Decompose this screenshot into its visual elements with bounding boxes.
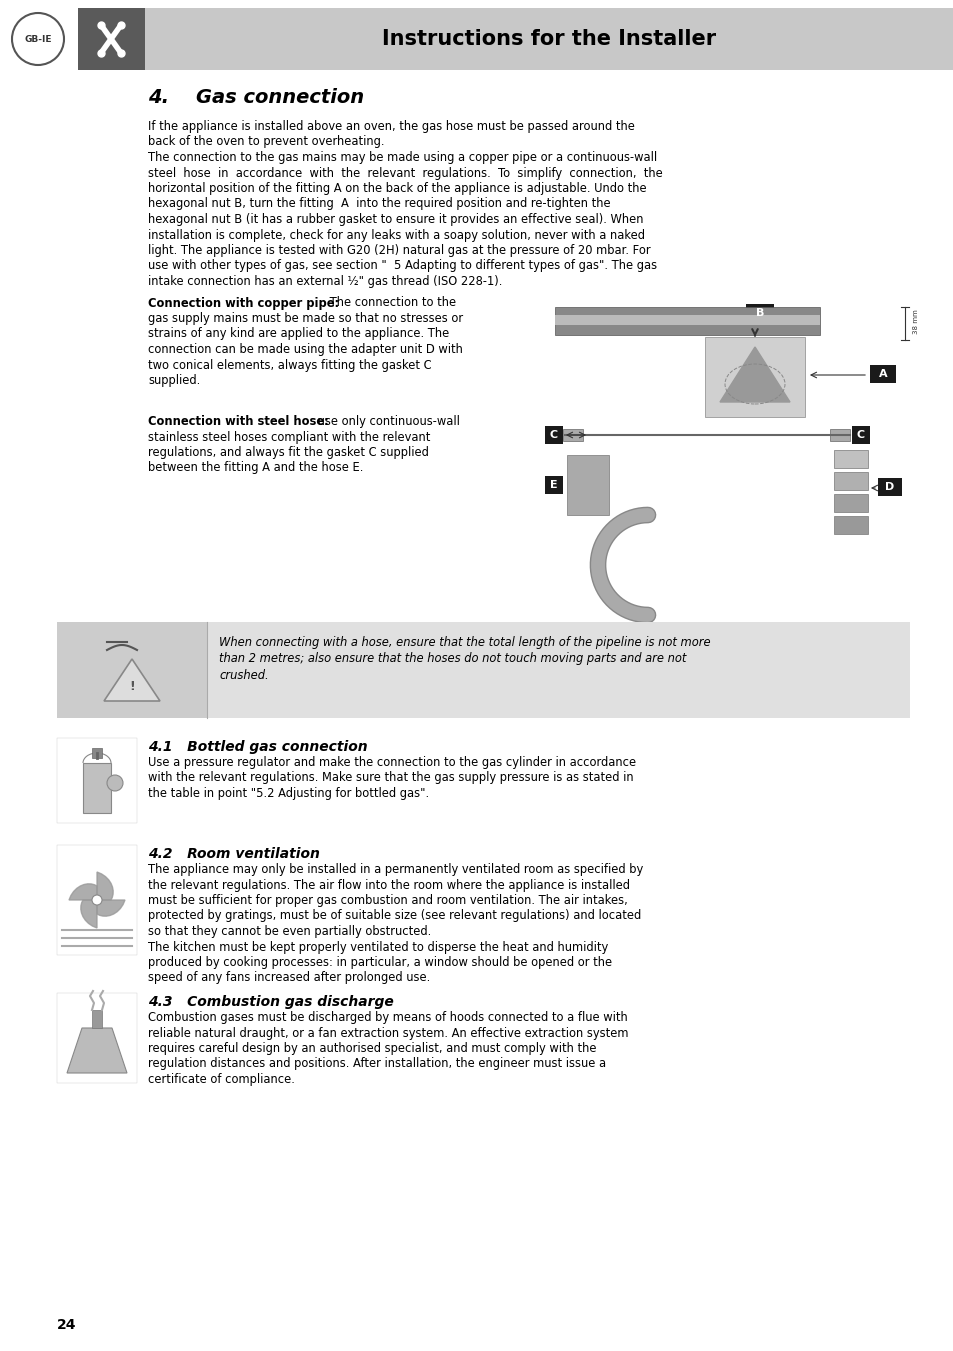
Text: steel  hose  in  accordance  with  the  relevant  regulations.  To  simplify  co: steel hose in accordance with the releva… bbox=[148, 166, 662, 180]
Bar bbox=[562, 430, 582, 440]
Bar bbox=[91, 748, 102, 758]
Bar bbox=[544, 426, 562, 444]
Bar bbox=[555, 307, 820, 335]
Bar bbox=[851, 426, 869, 444]
Text: the relevant regulations. The air flow into the room where the appliance is inst: the relevant regulations. The air flow i… bbox=[148, 878, 629, 892]
Text: produced by cooking processes: in particular, a window should be opened or the: produced by cooking processes: in partic… bbox=[148, 957, 612, 969]
Text: A: A bbox=[878, 369, 886, 380]
Text: !: ! bbox=[129, 681, 134, 693]
Text: so that they cannot be even partially obstructed.: so that they cannot be even partially ob… bbox=[148, 925, 431, 938]
Text: regulations, and always fit the gasket C supplied: regulations, and always fit the gasket C… bbox=[148, 446, 429, 459]
Text: hexagonal nut B (it has a rubber gasket to ensure it provides an effective seal): hexagonal nut B (it has a rubber gasket … bbox=[148, 213, 643, 226]
Text: strains of any kind are applied to the appliance. The: strains of any kind are applied to the a… bbox=[148, 327, 449, 340]
Bar bbox=[555, 315, 820, 326]
Polygon shape bbox=[69, 884, 97, 900]
Text: use with other types of gas, see section "  5 Adapting to different types of gas: use with other types of gas, see section… bbox=[148, 259, 657, 273]
Text: C: C bbox=[549, 430, 558, 440]
Text: Use a pressure regulator and make the connection to the gas cylinder in accordan: Use a pressure regulator and make the co… bbox=[148, 757, 636, 769]
Bar bbox=[57, 621, 207, 717]
Bar bbox=[833, 471, 867, 490]
Text: stainless steel hoses compliant with the relevant: stainless steel hoses compliant with the… bbox=[148, 431, 430, 443]
Text: use only continuous-wall: use only continuous-wall bbox=[314, 415, 459, 428]
Polygon shape bbox=[97, 900, 125, 916]
Text: The kitchen must be kept properly ventilated to disperse the heat and humidity: The kitchen must be kept properly ventil… bbox=[148, 940, 608, 954]
Text: supplied.: supplied. bbox=[148, 374, 200, 386]
Bar bbox=[91, 1011, 102, 1028]
Text: reliable natural draught, or a fan extraction system. An effective extraction sy: reliable natural draught, or a fan extra… bbox=[148, 1027, 628, 1039]
Bar bbox=[544, 476, 562, 494]
Bar bbox=[745, 304, 773, 322]
Bar bbox=[833, 450, 867, 467]
Circle shape bbox=[107, 775, 123, 790]
Bar bbox=[833, 494, 867, 512]
Bar bbox=[57, 844, 137, 955]
Text: 38 mm: 38 mm bbox=[912, 309, 918, 335]
Bar bbox=[829, 430, 849, 440]
Bar bbox=[83, 763, 111, 813]
Text: two conical elements, always fitting the gasket C: two conical elements, always fitting the… bbox=[148, 358, 431, 372]
Text: light. The appliance is tested with G20 (2H) natural gas at the pressure of 20 m: light. The appliance is tested with G20 … bbox=[148, 245, 650, 257]
Text: 4.3   Combustion gas discharge: 4.3 Combustion gas discharge bbox=[148, 994, 394, 1009]
Text: Instructions for the Installer: Instructions for the Installer bbox=[382, 28, 716, 49]
Text: Connection with copper pipe:: Connection with copper pipe: bbox=[148, 296, 338, 309]
Text: protected by gratings, must be of suitable size (see relevant regulations) and l: protected by gratings, must be of suitab… bbox=[148, 909, 640, 923]
Bar bbox=[57, 738, 137, 823]
Text: crushed.: crushed. bbox=[219, 669, 269, 681]
Text: horizontal position of the fitting A on the back of the appliance is adjustable.: horizontal position of the fitting A on … bbox=[148, 182, 646, 195]
Polygon shape bbox=[81, 900, 97, 928]
Text: intake connection has an external ½" gas thread (ISO 228-1).: intake connection has an external ½" gas… bbox=[148, 276, 502, 288]
Polygon shape bbox=[67, 1028, 127, 1073]
Text: between the fitting A and the hose E.: between the fitting A and the hose E. bbox=[148, 462, 363, 474]
Bar bbox=[57, 621, 909, 717]
Bar bbox=[145, 8, 953, 70]
Circle shape bbox=[12, 14, 64, 65]
Text: back of the oven to prevent overheating.: back of the oven to prevent overheating. bbox=[148, 135, 384, 149]
Text: The appliance may only be installed in a permanently ventilated room as specifie: The appliance may only be installed in a… bbox=[148, 863, 642, 875]
Text: installation is complete, check for any leaks with a soapy solution, never with : installation is complete, check for any … bbox=[148, 228, 644, 242]
Text: GB-IE: GB-IE bbox=[24, 35, 51, 43]
Text: Connection with steel hose:: Connection with steel hose: bbox=[148, 415, 329, 428]
Text: C: C bbox=[856, 430, 864, 440]
Text: connection can be made using the adapter unit D with: connection can be made using the adapter… bbox=[148, 343, 462, 357]
Text: 4.2   Room ventilation: 4.2 Room ventilation bbox=[148, 847, 319, 861]
Polygon shape bbox=[720, 347, 789, 403]
Text: The connection to the: The connection to the bbox=[326, 296, 456, 309]
Text: 4.    Gas connection: 4. Gas connection bbox=[148, 88, 364, 107]
Text: than 2 metres; also ensure that the hoses do not touch moving parts and are not: than 2 metres; also ensure that the hose… bbox=[219, 653, 685, 665]
Text: B: B bbox=[755, 308, 763, 317]
Bar bbox=[704, 336, 804, 417]
Text: gas supply mains must be made so that no stresses or: gas supply mains must be made so that no… bbox=[148, 312, 462, 326]
Text: regulation distances and positions. After installation, the engineer must issue : regulation distances and positions. Afte… bbox=[148, 1058, 605, 1070]
Bar bbox=[566, 455, 608, 515]
Bar bbox=[869, 365, 895, 382]
Bar bbox=[877, 478, 901, 496]
Text: the table in point "5.2 Adjusting for bottled gas".: the table in point "5.2 Adjusting for bo… bbox=[148, 788, 429, 800]
Text: 4.1   Bottled gas connection: 4.1 Bottled gas connection bbox=[148, 740, 367, 754]
Circle shape bbox=[91, 894, 102, 905]
Text: requires careful design by an authorised specialist, and must comply with the: requires careful design by an authorised… bbox=[148, 1042, 596, 1055]
Text: E: E bbox=[550, 480, 558, 490]
Bar bbox=[78, 8, 145, 70]
Text: certificate of compliance.: certificate of compliance. bbox=[148, 1073, 294, 1086]
Bar bbox=[833, 516, 867, 534]
Text: hexagonal nut B, turn the fitting  A  into the required position and re-tighten : hexagonal nut B, turn the fitting A into… bbox=[148, 197, 610, 211]
Text: If the appliance is installed above an oven, the gas hose must be passed around : If the appliance is installed above an o… bbox=[148, 120, 634, 132]
Polygon shape bbox=[97, 871, 113, 900]
Text: The connection to the gas mains may be made using a copper pipe or a continuous-: The connection to the gas mains may be m… bbox=[148, 151, 657, 163]
Bar bbox=[57, 993, 137, 1084]
Text: 24: 24 bbox=[57, 1319, 76, 1332]
Text: with the relevant regulations. Make sure that the gas supply pressure is as stat: with the relevant regulations. Make sure… bbox=[148, 771, 633, 785]
Polygon shape bbox=[104, 659, 160, 701]
Text: 2 mt: 2 mt bbox=[103, 638, 121, 646]
Text: Combustion gases must be discharged by means of hoods connected to a flue with: Combustion gases must be discharged by m… bbox=[148, 1011, 627, 1024]
Text: D: D bbox=[884, 482, 894, 492]
Text: must be sufficient for proper gas combustion and room ventilation. The air intak: must be sufficient for proper gas combus… bbox=[148, 894, 627, 907]
Text: speed of any fans increased after prolonged use.: speed of any fans increased after prolon… bbox=[148, 971, 430, 985]
Text: When connecting with a hose, ensure that the total length of the pipeline is not: When connecting with a hose, ensure that… bbox=[219, 636, 710, 648]
